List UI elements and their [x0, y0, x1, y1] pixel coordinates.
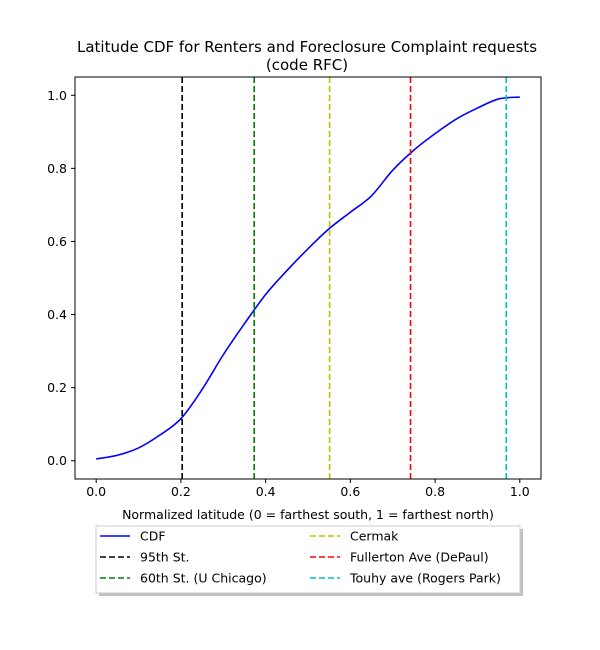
plot-area: [96, 77, 520, 479]
y-tick-label: 0.4: [47, 307, 67, 322]
x-axis-label: Normalized latitude (0 = farthest south,…: [122, 507, 494, 522]
y-tick-label: 0.2: [47, 380, 67, 395]
legend-label: 95th St.: [140, 550, 190, 565]
legend-box: [95, 525, 521, 594]
x-tick-label: 0.4: [256, 484, 276, 499]
x-tick-label: 1.0: [510, 484, 530, 499]
x-tick-label: 0.6: [340, 484, 360, 499]
chart-title-line1: Latitude CDF for Renters and Foreclosure…: [77, 38, 537, 56]
legend-label: Touhy ave (Rogers Park): [349, 571, 501, 586]
series-line-cdf: [96, 96, 520, 460]
y-axis-ticks: 0.0 0.2 0.4 0.6 0.8 1.0: [47, 88, 75, 468]
legend: CDF 95th St. 60th St. (U Chicago) Cermak Ful…: [95, 525, 523, 596]
chart-title-line2: (code RFC): [266, 56, 348, 74]
y-tick-label: 0.8: [47, 161, 67, 176]
y-tick-label: 0.6: [47, 234, 67, 249]
legend-label: Cermak: [350, 529, 399, 544]
y-tick-label: 0.0: [47, 453, 67, 468]
x-axis-ticks: 0.0 0.2 0.4 0.6 0.8 1.0: [86, 479, 530, 499]
legend-entries: CDF 95th St. 60th St. (U Chicago) Cermak Ful…: [100, 529, 501, 586]
legend-label: Fullerton Ave (DePaul): [350, 550, 489, 565]
x-tick-label: 0.0: [86, 484, 106, 499]
axes-frame: [74, 76, 542, 480]
legend-label: CDF: [140, 529, 166, 544]
legend-label: 60th St. (U Chicago): [140, 571, 267, 586]
x-tick-label: 0.8: [425, 484, 445, 499]
x-tick-label: 0.2: [171, 484, 191, 499]
y-tick-label: 1.0: [47, 88, 67, 103]
